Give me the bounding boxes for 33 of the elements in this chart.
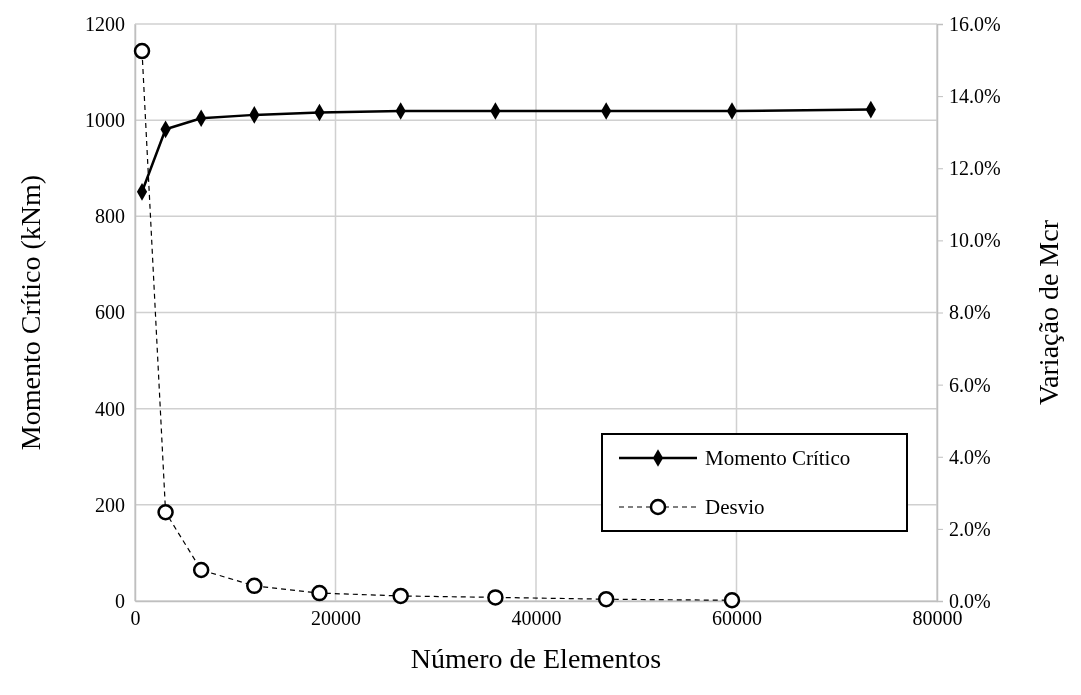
y-tick-label: 0	[115, 589, 125, 612]
point	[723, 592, 741, 609]
point	[157, 504, 174, 521]
point	[392, 587, 409, 605]
y2-tick-label: 16.0%	[949, 12, 1001, 35]
point	[246, 577, 263, 595]
x-tick-label: 0	[130, 607, 141, 630]
y2-tick-label: 12.0%	[949, 157, 1001, 180]
point	[487, 589, 504, 606]
y2-axis-title: Variação de Mcr	[1033, 219, 1064, 406]
x-axis-title: Número de Elementos	[410, 643, 662, 674]
point	[597, 590, 615, 608]
y2-tick-label: 2.0%	[949, 517, 991, 540]
x-tick-label: 60000	[712, 607, 762, 630]
y2-tick-label: 4.0%	[949, 445, 991, 468]
x-tick-label: 40000	[511, 607, 562, 630]
y2-tick-label: 14.0%	[949, 85, 1001, 108]
x-tick-label: 20000	[311, 607, 361, 630]
legend-label: Desvio	[705, 495, 765, 519]
y2-tick-label: 10.0%	[949, 229, 1001, 252]
y-axis-title: Momento Crítico (kNm)	[15, 174, 46, 451]
y-tick-label: 1200	[85, 12, 125, 35]
y-tick-label: 200	[95, 493, 125, 516]
point	[133, 42, 151, 60]
point	[192, 561, 210, 579]
y-tick-label: 1000	[85, 109, 125, 132]
legend-label: Momento Crítico	[705, 446, 851, 470]
y2-tick-label: 8.0%	[949, 301, 991, 324]
y-tick-label: 600	[95, 301, 125, 324]
y-tick-label: 800	[95, 205, 125, 228]
y-tick-label: 400	[95, 397, 125, 420]
point	[311, 584, 328, 602]
y2-tick-label: 6.0%	[949, 373, 991, 396]
